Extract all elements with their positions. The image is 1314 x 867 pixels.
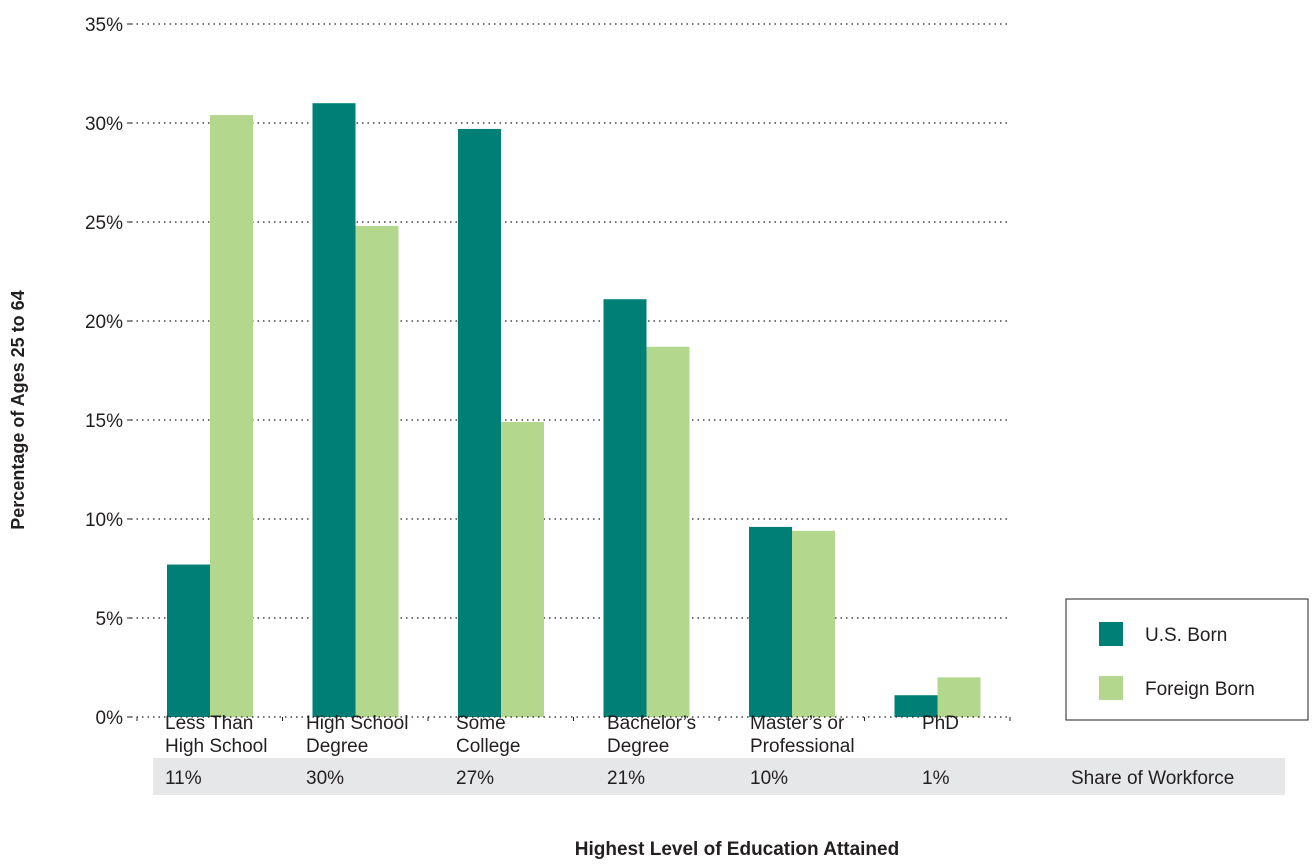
legend-label-us-born: U.S. Born (1145, 625, 1227, 646)
x-category-label: High School Degree (306, 713, 408, 757)
bar-us-born (749, 526, 792, 717)
legend-swatch-foreign-born (1099, 676, 1123, 700)
y-tick-label: 25% (85, 213, 123, 234)
x-category-label: Some College (456, 713, 520, 757)
legend-swatch-us-born (1099, 622, 1123, 646)
bar-us-born (167, 564, 210, 717)
share-of-workforce-value: 1% (922, 768, 950, 789)
share-of-workforce-value: 30% (306, 768, 344, 789)
y-tick-label: 15% (85, 411, 123, 432)
y-tick-label: 5% (96, 609, 124, 630)
bar-us-born (312, 103, 356, 717)
legend: U.S. Born Foreign Born (1065, 598, 1309, 721)
x-axis: Less Than High School High School Degree Som… (131, 713, 1011, 757)
bar-foreign-born (937, 677, 981, 717)
bar-foreign-born (501, 421, 544, 717)
gridlines (131, 23, 1010, 619)
bars (167, 103, 981, 717)
bar-foreign-born (210, 115, 253, 717)
legend-box (1065, 598, 1309, 721)
share-of-workforce-band (153, 758, 1285, 795)
bar-foreign-born (646, 346, 690, 717)
y-tick-label: 0% (96, 708, 124, 729)
share-of-workforce-value: 10% (750, 768, 788, 789)
share-of-workforce-value: 21% (607, 768, 645, 789)
x-category-label: PhD (922, 713, 959, 734)
y-tick-label: 30% (85, 114, 123, 135)
bar-foreign-born (355, 225, 399, 717)
x-category-label: Less Than High School (165, 713, 267, 757)
share-of-workforce-value: 11% (165, 768, 202, 789)
x-category-label: Bachelor’s Degree (607, 713, 696, 757)
share-of-workforce-row: Share of Workforce 11% 30% 27% 21% 10% 1% (165, 768, 1234, 789)
share-of-workforce-value: 27% (456, 768, 494, 789)
share-of-workforce-label: Share of Workforce (1071, 768, 1234, 789)
y-axis-title: Percentage of Ages 25 to 64 (8, 290, 28, 529)
x-category-label: Master’s or Professional (750, 713, 855, 757)
y-axis: 0% 5% 10% 15% 20% 25% 30% 35% (85, 15, 131, 729)
y-tick-label: 35% (85, 15, 123, 36)
bar-us-born (603, 299, 647, 717)
bar-foreign-born (792, 530, 835, 717)
y-tick-label: 20% (85, 312, 123, 333)
bar-us-born (894, 695, 938, 717)
legend-label-foreign-born: Foreign Born (1145, 679, 1255, 700)
x-axis-title: Highest Level of Education Attained (575, 839, 899, 860)
y-tick-label: 10% (85, 510, 123, 531)
bar-us-born (458, 128, 501, 717)
